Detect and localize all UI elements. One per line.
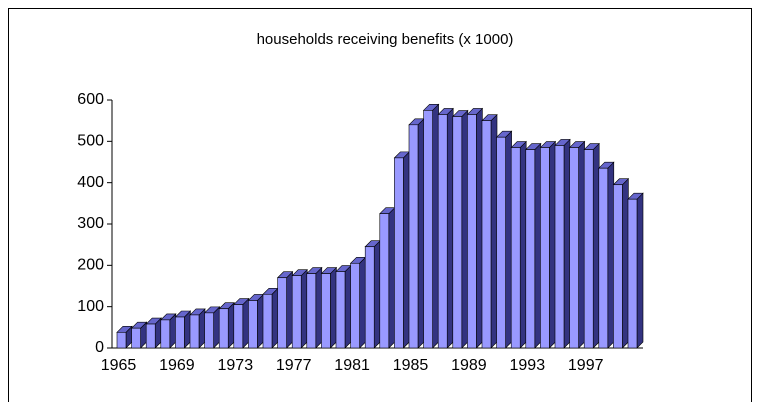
y-tick-label: 300 [77, 215, 104, 232]
bar [452, 116, 463, 349]
bar [481, 120, 492, 349]
bar [335, 271, 346, 349]
bar [379, 213, 390, 349]
bar [598, 167, 609, 349]
bar-side [592, 142, 600, 349]
chart-title: households receiving benefits (x 1000) [257, 31, 514, 48]
bar-side [242, 297, 250, 349]
bar-side [403, 151, 410, 349]
bar [467, 114, 477, 349]
bar [583, 149, 594, 349]
bar-side [315, 266, 323, 349]
y-tick-label: 100 [77, 298, 104, 315]
bar-side [490, 113, 498, 349]
bar [510, 147, 521, 349]
bar-side [607, 161, 615, 349]
bar [262, 293, 273, 349]
bar [277, 277, 287, 349]
bar-side [227, 302, 235, 349]
bar-side [476, 107, 483, 349]
bar [350, 262, 360, 349]
bar [364, 246, 375, 349]
x-tick-label: 1985 [393, 357, 429, 374]
x-tick-label: 1977 [276, 357, 312, 374]
bar [423, 110, 433, 349]
bar-side [373, 240, 381, 349]
bar-side [286, 271, 293, 349]
bar-side [388, 206, 396, 349]
bar-side [549, 140, 556, 349]
x-tick-label: 1965 [101, 357, 137, 374]
x-tick-label: 1993 [510, 357, 546, 374]
bar [248, 300, 258, 349]
bar-side [184, 310, 191, 349]
bar [540, 147, 550, 349]
bar [627, 198, 638, 349]
bar-side [344, 264, 352, 349]
bar [189, 314, 200, 349]
bar [408, 124, 419, 349]
bar-side [446, 107, 454, 349]
x-tick-label: 1989 [451, 357, 487, 374]
bar-side [198, 308, 206, 349]
bar [569, 147, 579, 349]
y-tick-label: 400 [77, 174, 104, 191]
bar-side [432, 103, 439, 349]
bar-side [519, 140, 527, 349]
bar-side [534, 142, 542, 349]
bar-side [563, 138, 571, 349]
x-tick-label: 1997 [568, 357, 604, 374]
bar [131, 327, 141, 349]
y-tick-label: 500 [77, 133, 104, 150]
bar-side [213, 306, 220, 349]
bar [394, 157, 404, 349]
bar [613, 184, 623, 349]
bar [204, 312, 214, 349]
bar [437, 114, 448, 349]
bar-side [505, 130, 512, 349]
bar [525, 149, 536, 349]
y-tick-label: 200 [77, 257, 104, 274]
bar [175, 316, 185, 349]
bar [321, 273, 331, 349]
bar-side [271, 287, 279, 349]
x-tick-label: 1981 [334, 357, 370, 374]
bar [218, 308, 229, 349]
bar-side [578, 140, 585, 349]
bar-side [300, 268, 308, 349]
bar [116, 331, 127, 349]
bar [145, 323, 156, 349]
bar [306, 273, 317, 349]
bar-side [257, 293, 264, 349]
bar-side [622, 178, 629, 349]
bar-side [417, 118, 425, 349]
bar-side [330, 266, 337, 349]
bar [160, 319, 171, 349]
bar [554, 145, 565, 349]
y-tick-label: 600 [77, 91, 104, 108]
x-tick-label: 1969 [159, 357, 195, 374]
bar [233, 304, 244, 349]
bar [291, 275, 302, 349]
y-tick-label: 0 [95, 339, 104, 356]
bar-side [636, 192, 644, 349]
bar [496, 136, 506, 349]
bar-side [359, 256, 366, 349]
bar-side [461, 109, 469, 349]
x-tick-label: 1973 [218, 357, 254, 374]
